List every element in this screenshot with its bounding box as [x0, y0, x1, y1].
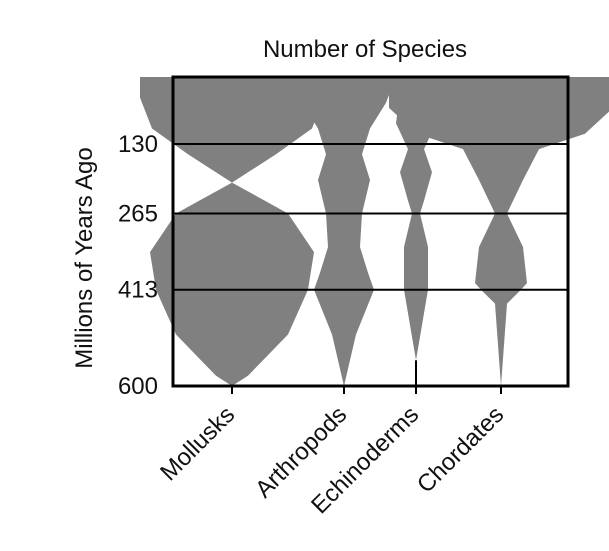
- y-tick-label-600: 600: [118, 373, 158, 400]
- x-category-label-chordates: Chordates: [412, 401, 509, 498]
- y-axis-label: Millions of Years Ago: [71, 147, 98, 368]
- spindle-chordates: [389, 77, 609, 386]
- y-tick-label-265: 265: [118, 200, 158, 227]
- spindle-echinoderms: [396, 77, 436, 386]
- spindle-arthropods: [292, 77, 396, 386]
- y-tick-label-413: 413: [118, 277, 158, 304]
- plot-frame: [171, 75, 570, 388]
- x-category-label-mollusks: Mollusks: [155, 401, 240, 486]
- y-tick-label-130: 130: [118, 131, 158, 158]
- chart-title: Number of Species: [263, 36, 467, 63]
- reference-lines: [173, 142, 568, 291]
- spindle-group: [140, 77, 609, 386]
- y-tick-labels: 130 265 413 600: [118, 131, 158, 400]
- spindle-mollusks: [140, 77, 324, 386]
